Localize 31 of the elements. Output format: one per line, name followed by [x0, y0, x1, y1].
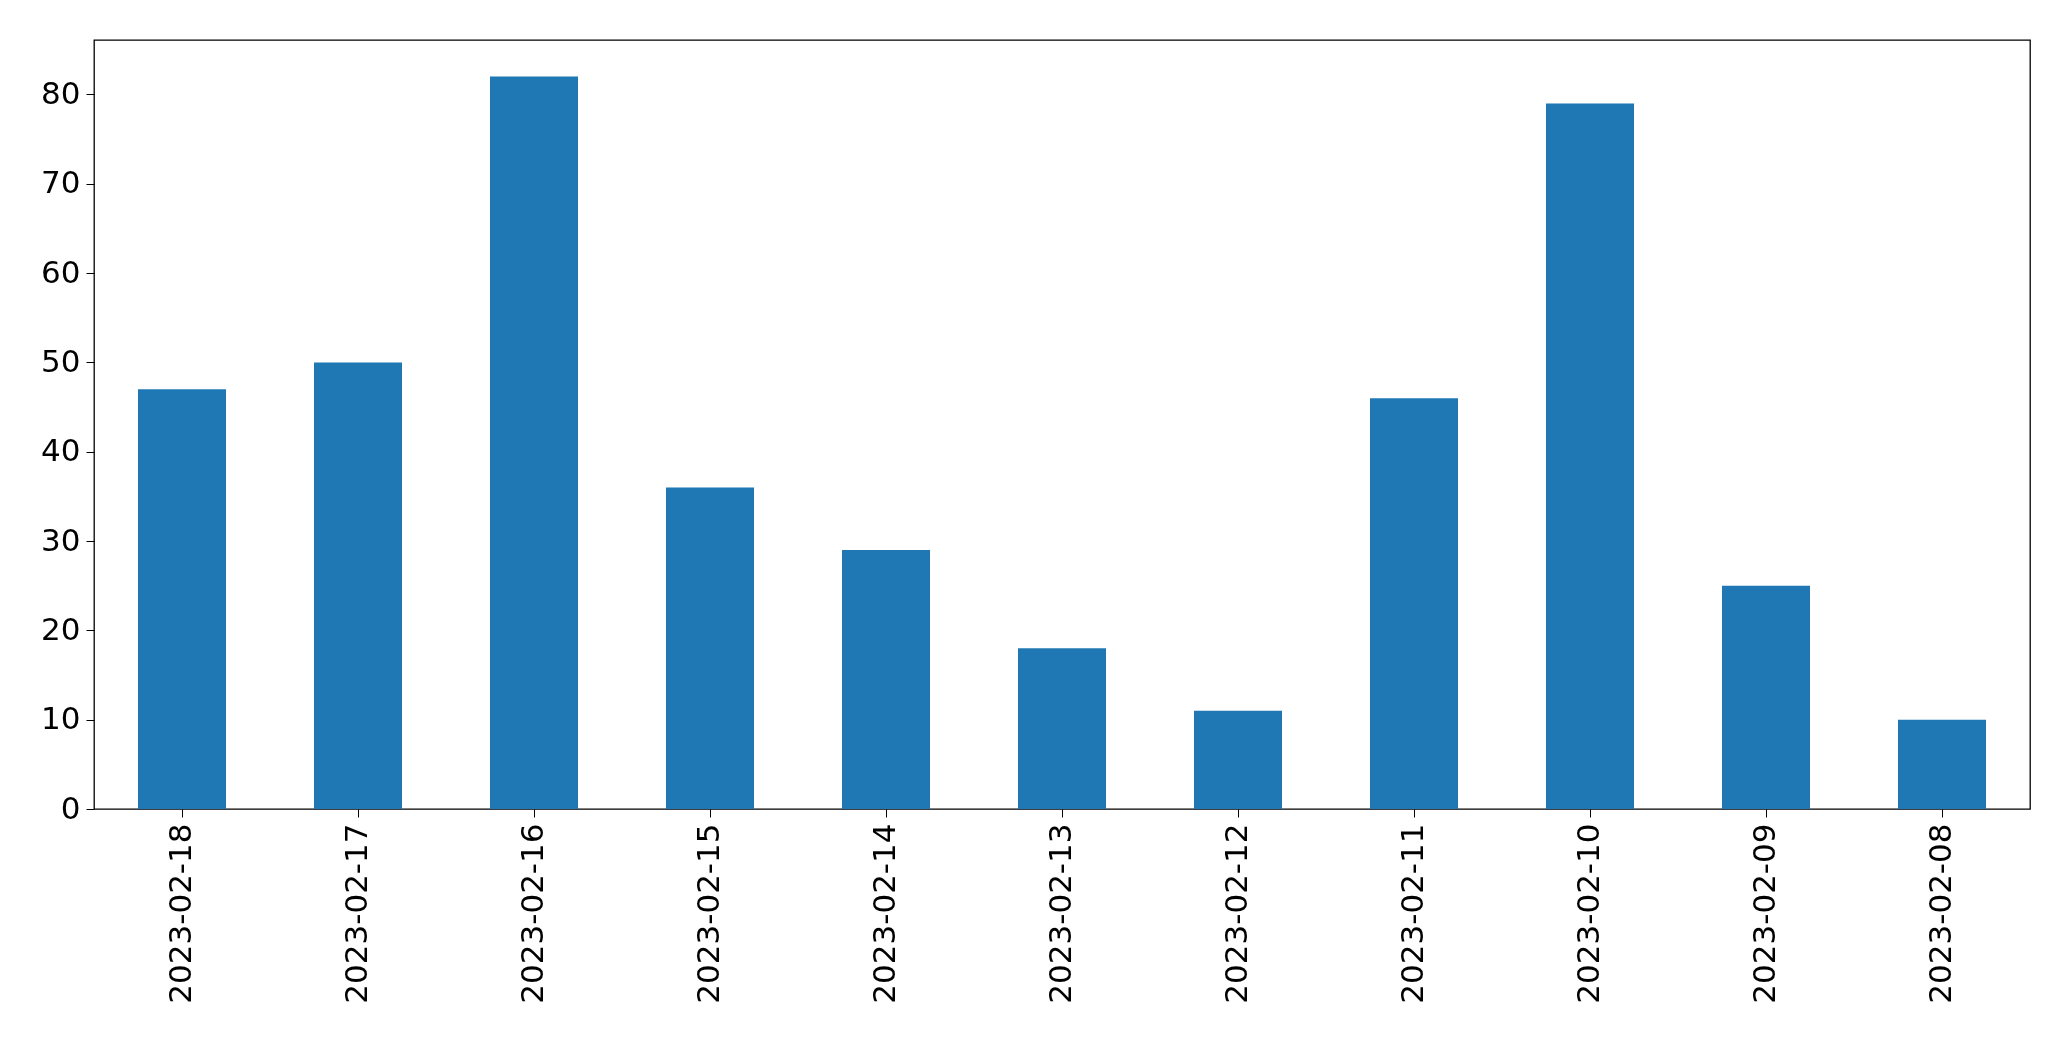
y-tick-label: 70: [41, 164, 81, 201]
bar: [490, 76, 578, 809]
x-tick-label: 2023-02-15: [690, 823, 726, 1004]
bar: [1898, 719, 1986, 809]
y-tick-label: 50: [41, 342, 81, 379]
x-tick-label: 2023-02-08: [1922, 823, 1958, 1004]
x-tick-label: 2023-02-09: [1746, 823, 1782, 1004]
x-tick-label: 2023-02-16: [514, 823, 550, 1004]
x-tick-label: 2023-02-18: [162, 823, 198, 1004]
bar: [666, 487, 754, 809]
x-tick-label: 2023-02-17: [338, 823, 374, 1004]
bar: [842, 549, 930, 809]
y-tick-label: 80: [41, 74, 81, 111]
bar: [1546, 103, 1634, 809]
y-tick-label: 10: [41, 700, 81, 737]
y-tick-label: 60: [41, 253, 81, 290]
bar: [1018, 648, 1106, 809]
y-tick-label: 20: [41, 610, 81, 647]
bar: [1194, 710, 1282, 809]
x-tick-label: 2023-02-13: [1042, 823, 1078, 1004]
bar: [314, 362, 402, 809]
y-tick-label: 0: [60, 789, 81, 826]
bar: [1722, 585, 1810, 809]
y-tick-label: 40: [41, 432, 81, 469]
x-tick-label: 2023-02-14: [866, 823, 902, 1004]
bar: [1370, 398, 1458, 809]
y-tick-label: 30: [41, 521, 81, 558]
x-tick-label: 2023-02-11: [1394, 823, 1430, 1004]
bar: [138, 389, 226, 809]
x-tick-label: 2023-02-10: [1570, 823, 1606, 1004]
x-tick-label: 2023-02-12: [1218, 823, 1254, 1004]
